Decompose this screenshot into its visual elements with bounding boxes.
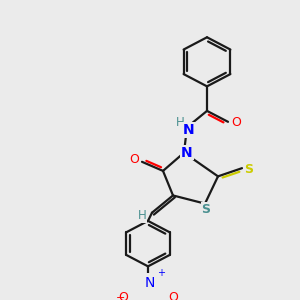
Text: H: H	[176, 116, 184, 129]
Text: S: S	[202, 202, 211, 216]
Text: H: H	[138, 209, 146, 222]
Text: N: N	[183, 123, 195, 137]
Text: S: S	[244, 163, 253, 176]
Text: O: O	[118, 291, 128, 300]
Text: O: O	[231, 116, 241, 129]
Text: −: −	[116, 293, 125, 300]
Text: N: N	[181, 146, 193, 160]
Text: O: O	[129, 154, 139, 166]
Text: O: O	[168, 291, 178, 300]
Text: N: N	[145, 276, 155, 290]
Text: +: +	[157, 268, 165, 278]
